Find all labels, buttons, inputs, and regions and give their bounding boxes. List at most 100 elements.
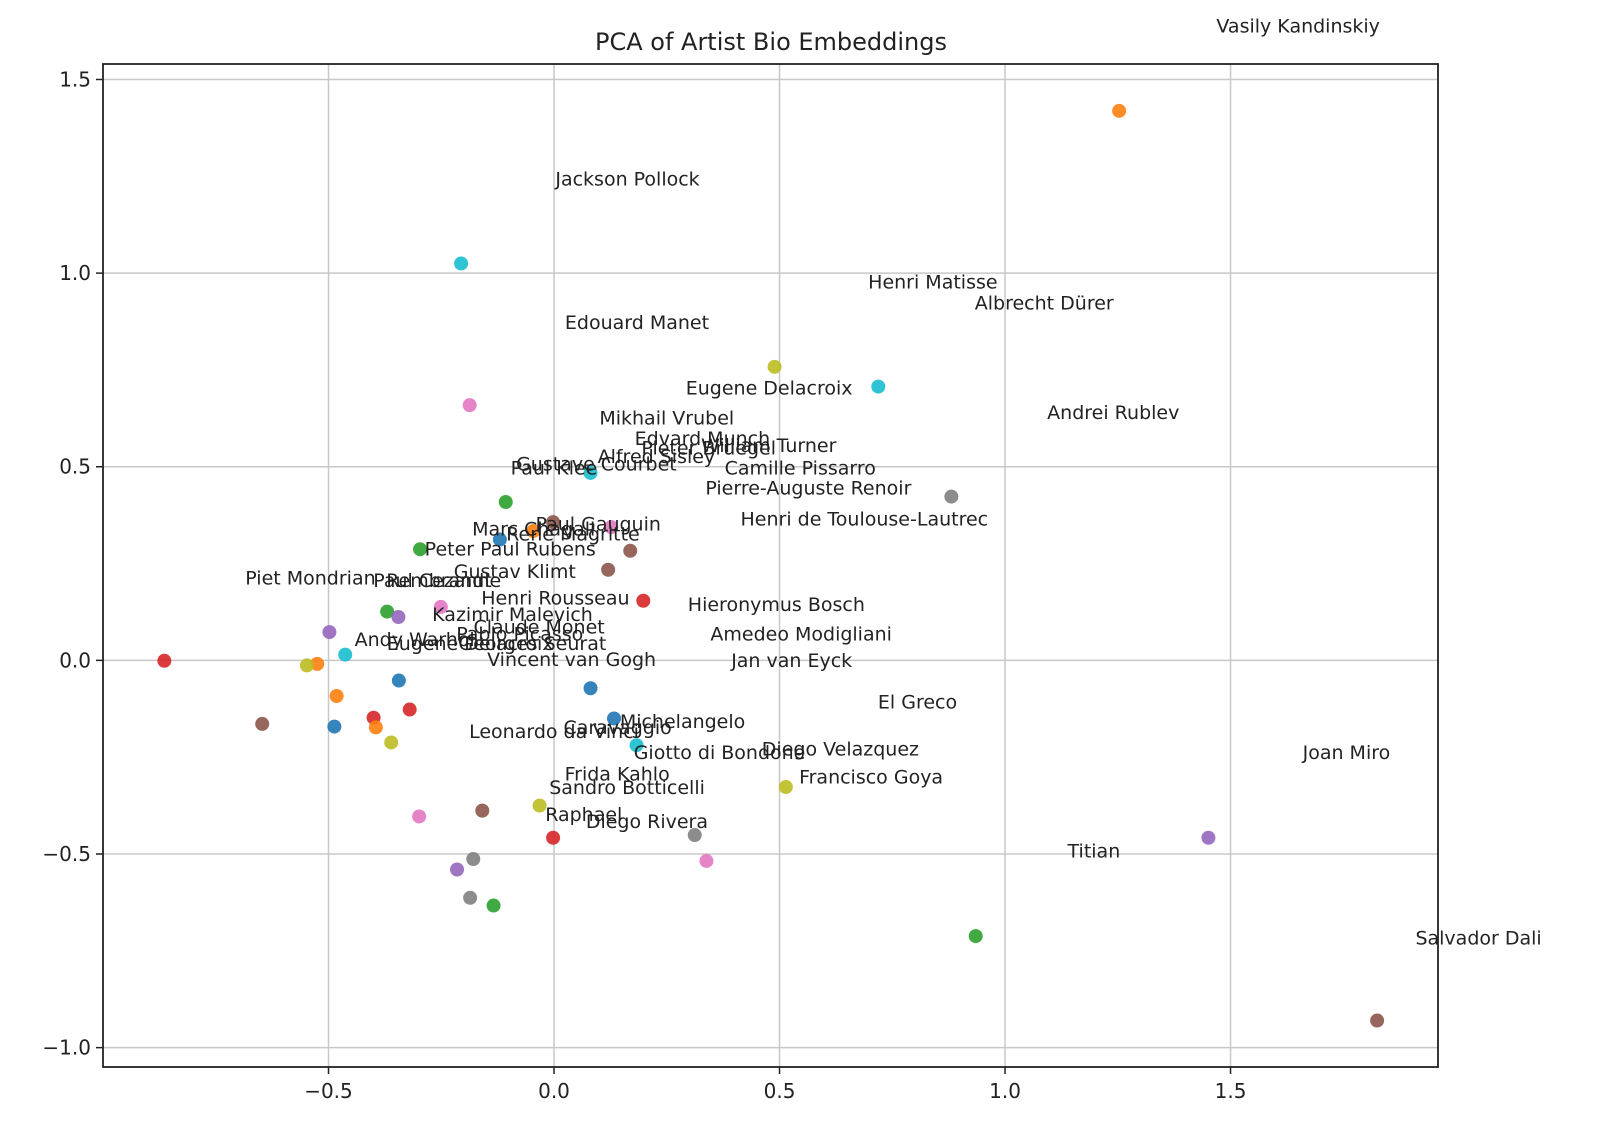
data-point	[687, 828, 702, 843]
point-label: Piet Mondrian	[245, 568, 375, 590]
data-point	[462, 398, 477, 413]
data-point	[492, 532, 507, 547]
point-label: Henri de Toulouse-Lautrec	[740, 509, 988, 531]
data-point	[1201, 830, 1216, 845]
point-label: Gustav Klimt	[454, 561, 576, 583]
point-label: Giotto di Bondone	[634, 742, 806, 764]
data-point	[583, 465, 598, 480]
data-point	[604, 520, 619, 535]
data-point	[255, 716, 270, 731]
point-label: Leonardo da Vinci	[469, 721, 639, 743]
data-point	[391, 610, 406, 625]
point-label: Titian	[1067, 841, 1121, 863]
axes: −0.5 0.0 0.5 1.0 1.5 1.5 1.0 0.5 0.0 −0.5 −1.0	[42, 67, 1246, 1103]
point-label: Paul Gauguin	[535, 514, 660, 536]
point-label: Frida Kahlo	[565, 763, 670, 785]
data-point	[450, 862, 465, 877]
point-label: Francisco Goya	[799, 767, 943, 789]
x-tick-label: −0.5	[304, 1079, 353, 1103]
point-label: William Turner	[701, 435, 837, 457]
data-point	[310, 656, 325, 671]
data-point	[944, 489, 959, 504]
point-label: Rembrandt	[386, 570, 492, 592]
x-tick-label: 0.0	[538, 1079, 570, 1103]
point-label: Andy Warhol	[355, 629, 475, 651]
data-point	[157, 653, 172, 668]
data-point	[871, 379, 886, 394]
point-label: Pieter Bruegel	[641, 437, 776, 459]
data-point	[413, 542, 428, 557]
data-point	[329, 689, 344, 704]
data-point	[1112, 103, 1127, 118]
data-point	[699, 853, 714, 868]
point-label: Peter Paul Rubens	[425, 538, 596, 560]
point-label: Alfred Sisley	[598, 446, 716, 468]
data-point	[583, 681, 598, 696]
data-point	[486, 898, 501, 913]
data-point	[380, 604, 395, 619]
y-tick-label: −0.5	[42, 842, 91, 866]
point-label: El Greco	[878, 691, 957, 713]
x-tick-label: 0.5	[764, 1079, 796, 1103]
data-point	[498, 494, 513, 509]
point-label: Jan van Eyck	[730, 650, 852, 672]
data-point	[368, 720, 383, 735]
point-label: Henri Matisse	[868, 272, 997, 294]
point-label: Camille Pissarro	[725, 458, 876, 480]
point-label: Paul Cezanne	[373, 570, 501, 592]
data-point	[338, 647, 353, 662]
point-label: Caravaggio	[563, 717, 671, 739]
point-label: Eugene Delacroix	[387, 633, 554, 655]
data-points	[157, 103, 1385, 1028]
data-point	[546, 830, 561, 845]
y-tick-label: 1.0	[59, 261, 91, 285]
point-label: Amedeo Modigliani	[710, 623, 892, 645]
data-point	[601, 562, 616, 577]
point-label: Henri Rousseau	[481, 588, 629, 610]
y-tick-label: 0.5	[59, 455, 91, 479]
data-point	[526, 524, 541, 539]
point-label: Raphael	[545, 804, 622, 826]
data-point	[1370, 1013, 1385, 1028]
point-label: Diego Rivera	[586, 811, 708, 833]
x-tick-label: 1.0	[989, 1079, 1021, 1103]
point-label: Joan Miro	[1302, 742, 1391, 764]
y-tick-label: −1.0	[42, 1036, 91, 1060]
data-point	[433, 599, 448, 614]
point-label: Mikhail Vrubel	[599, 408, 734, 430]
data-point	[475, 803, 490, 818]
point-label: Hieronymus Bosch	[688, 594, 865, 616]
point-label: Diego Velazquez	[762, 739, 919, 761]
grid	[103, 64, 1438, 1067]
point-label: Salvador Dali	[1415, 927, 1541, 949]
data-point	[391, 673, 406, 688]
point-label: Rene Magritte	[506, 523, 640, 545]
data-point	[629, 738, 644, 753]
data-point	[402, 702, 417, 717]
data-point	[322, 625, 337, 640]
data-point	[532, 798, 547, 813]
point-labels: Vasily Kandinskiy Jackson Pollock Henri Ma…	[245, 15, 1541, 949]
point-label: Paul Klee	[511, 458, 598, 480]
point-label: Marc Chagall	[472, 519, 595, 541]
y-tick-label: 1.5	[59, 67, 91, 91]
plot-frame	[102, 63, 1439, 1068]
data-point	[384, 735, 399, 750]
chart-title: PCA of Artist Bio Embeddings	[595, 28, 947, 56]
point-label: Albrecht Dürer	[975, 293, 1114, 315]
point-label: Vasily Kandinskiy	[1216, 15, 1380, 37]
data-point	[623, 543, 638, 558]
point-label: Kazimir Malevich	[432, 604, 593, 626]
data-point	[968, 929, 983, 944]
point-label: Andrei Rublev	[1047, 402, 1179, 424]
point-label: Edouard Manet	[565, 312, 709, 334]
point-label: Sandro Botticelli	[549, 777, 705, 799]
data-point	[454, 256, 469, 271]
point-label: Edvard Munch	[635, 428, 771, 450]
y-tick-label: 0.0	[59, 648, 91, 672]
point-label: Jackson Pollock	[554, 169, 699, 191]
data-point	[299, 658, 314, 673]
data-point	[606, 711, 621, 726]
point-label: Pablo Picasso	[456, 624, 583, 646]
